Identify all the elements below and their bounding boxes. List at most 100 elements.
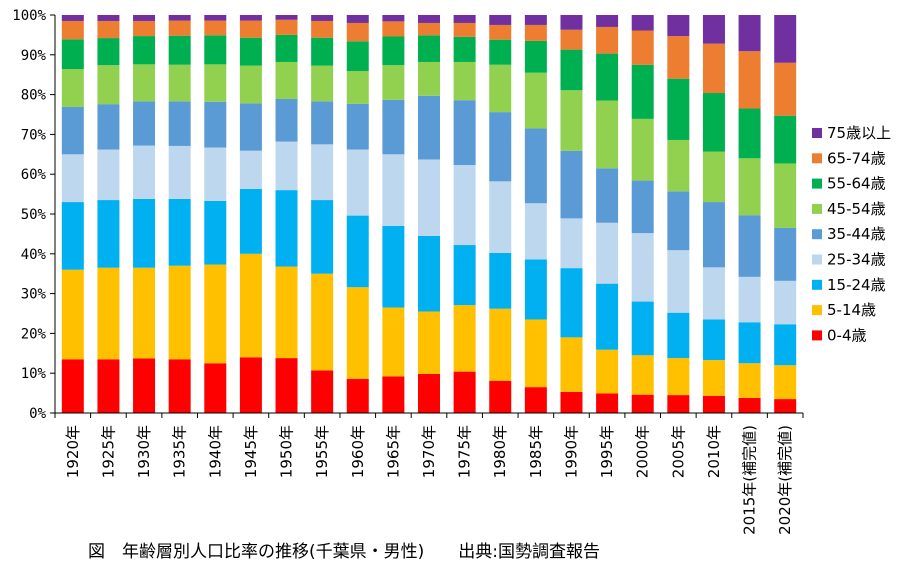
bar-segment-14-7 [560, 29, 583, 50]
bar-segment-0-0 [61, 359, 84, 413]
bar-segment-13-8 [524, 15, 547, 25]
y-axis: 0% 10% 20% 30% 40% 50% 60% 70% 80% 90% 100% [12, 8, 56, 422]
x-tick-label: 2000年 [634, 425, 652, 478]
bar-segment-0-1 [61, 269, 84, 360]
bar-segment-3-8 [168, 15, 191, 21]
bar-segment-16-2 [631, 301, 654, 356]
bar-segment-8-1 [346, 287, 369, 379]
bar-segment-12-8 [489, 15, 512, 25]
bar-segment-17-4 [667, 191, 690, 251]
x-tick-label: 2015年(補完値) [741, 425, 759, 535]
legend-label: 25-34歳 [827, 251, 886, 269]
bar-segment-1-0 [97, 359, 120, 413]
bar-segment-8-8 [346, 15, 369, 23]
bar-segment-15-4 [596, 168, 619, 223]
bar-segment-11-8 [453, 15, 476, 23]
legend-label: 65-74歳 [827, 149, 886, 167]
y-tick-label: 60% [21, 167, 47, 183]
bar-segment-0-6 [61, 39, 84, 70]
bar-segment-13-3 [524, 203, 547, 260]
bar-segment-14-4 [560, 150, 583, 219]
bar-segment-17-2 [667, 312, 690, 359]
bar-segment-16-5 [631, 118, 654, 181]
bar-segment-15-3 [596, 222, 619, 284]
bar-segment-1-8 [97, 15, 120, 21]
bar-segment-7-4 [311, 101, 334, 145]
y-tick-label: 20% [21, 326, 47, 342]
bar-segment-18-5 [702, 151, 725, 203]
bar-segment-5-0 [239, 357, 262, 413]
bar-segment-19-0 [738, 397, 761, 413]
bar-segment-7-5 [311, 65, 334, 102]
y-tick-label: 50% [21, 207, 47, 223]
bar-segment-14-3 [560, 218, 583, 269]
x-tick-label: 1980年 [491, 425, 509, 478]
y-tick-label: 40% [21, 247, 47, 263]
bar-segment-10-3 [418, 159, 440, 236]
bar-segment-1-7 [97, 20, 120, 39]
bar-segment-16-4 [631, 180, 654, 234]
bar-segment-7-2 [311, 200, 334, 274]
bar-segment-16-0 [631, 394, 654, 413]
figure-caption: 図 年齢層別人口比率の推移(千葉県・男性) 出典:国勢調査報告 [88, 542, 600, 562]
bar-segment-17-6 [667, 78, 690, 140]
legend: 75歳以上 65-74歳 55-64歳 45-54歳 35-44歳 25-34歳 15-24… [812, 124, 891, 344]
bar-segment-16-3 [631, 233, 654, 302]
bar-segment-19-3 [738, 276, 761, 323]
bar-segment-9-7 [382, 21, 405, 37]
bar-segment-2-2 [133, 198, 156, 268]
bar-segment-19-5 [738, 158, 761, 216]
bar-segment-20-4 [774, 227, 797, 281]
bar-segment-5-6 [239, 37, 262, 66]
bar-segment-15-6 [596, 53, 619, 101]
bar-segment-19-2 [738, 322, 761, 364]
y-tick-label: 30% [21, 287, 47, 303]
bar-segment-14-8 [560, 15, 583, 30]
bar-segment-4-2 [204, 200, 227, 265]
bar-segment-10-4 [418, 95, 440, 160]
bar-segment-13-5 [524, 72, 547, 129]
x-tick-label: 1930年 [135, 425, 153, 478]
bar-segment-13-0 [524, 387, 547, 413]
bar-segment-18-7 [702, 43, 725, 94]
bar-segment-14-5 [560, 90, 583, 151]
legend-swatch [812, 229, 822, 240]
bars-layer [61, 15, 797, 413]
bar-segment-4-5 [204, 64, 227, 102]
bar-segment-10-6 [418, 35, 440, 62]
bar-segment-20-1 [774, 365, 797, 400]
bar-segment-1-1 [97, 267, 120, 360]
bar-segment-6-0 [275, 358, 298, 413]
bar-segment-2-5 [133, 64, 156, 102]
bar-segment-11-1 [453, 305, 476, 372]
bar-segment-6-3 [275, 141, 298, 191]
bar-segment-17-0 [667, 395, 690, 413]
y-tick-label: 100% [12, 8, 46, 24]
bar-segment-5-5 [239, 65, 262, 104]
bar-segment-6-7 [275, 19, 298, 35]
bar-segment-4-1 [204, 264, 227, 364]
bar-segment-15-8 [596, 15, 619, 27]
bar-segment-7-3 [311, 144, 334, 201]
bar-segment-12-7 [489, 24, 512, 40]
bar-segment-12-0 [489, 380, 512, 413]
bar-segment-4-7 [204, 20, 227, 36]
bar-segment-12-5 [489, 64, 512, 113]
bar-segment-14-1 [560, 337, 583, 392]
bar-segment-18-4 [702, 202, 725, 268]
bar-segment-2-7 [133, 20, 156, 37]
bar-segment-6-2 [275, 190, 298, 267]
bar-segment-11-5 [453, 61, 476, 101]
y-tick-label: 90% [21, 48, 47, 64]
bar-segment-6-1 [275, 266, 298, 359]
bar-segment-5-8 [239, 15, 262, 21]
legend-swatch [812, 305, 822, 316]
bar-segment-2-4 [133, 101, 156, 146]
bar-segment-20-7 [774, 62, 797, 116]
bar-segment-19-1 [738, 363, 761, 398]
bar-segment-0-8 [61, 15, 84, 21]
bar-segment-9-5 [382, 65, 405, 100]
y-tick-label: 10% [21, 366, 47, 382]
bar-segment-1-6 [97, 38, 120, 66]
